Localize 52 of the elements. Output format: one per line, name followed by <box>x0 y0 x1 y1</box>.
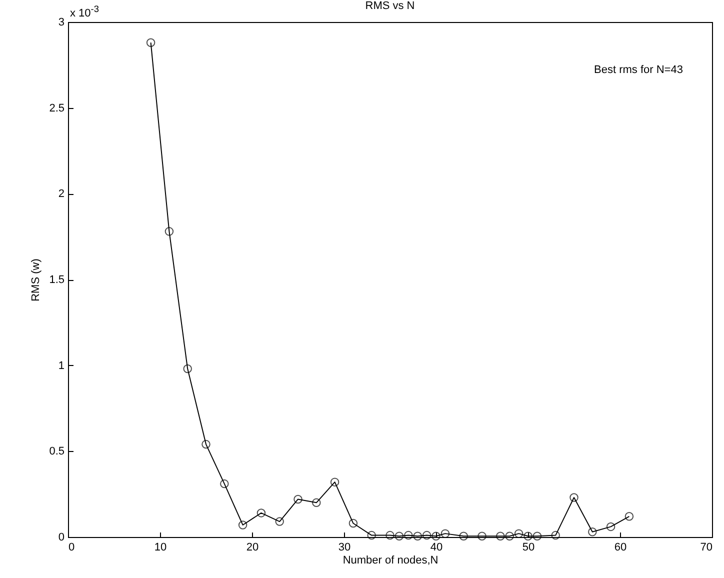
y-tick-label: 3 <box>58 16 64 28</box>
point <box>432 532 440 541</box>
point <box>570 493 578 502</box>
point <box>532 532 542 541</box>
point <box>275 517 284 526</box>
y-tick-label: 2 <box>58 188 64 200</box>
y-tick-label: 1.5 <box>49 274 64 286</box>
point <box>183 364 192 374</box>
point <box>404 530 413 540</box>
point <box>496 532 505 541</box>
point <box>588 527 597 536</box>
point <box>459 532 468 541</box>
point <box>524 532 532 541</box>
point <box>606 522 616 532</box>
y-axis-title: RMS (w) <box>30 258 42 302</box>
point <box>330 478 340 486</box>
x-tick-label: 60 <box>614 542 627 554</box>
point <box>348 518 358 528</box>
point <box>238 520 248 530</box>
x-axis-title: Number of nodes,N <box>342 554 438 566</box>
x-tick-label: 10 <box>154 542 167 554</box>
y-tick-label: 0 <box>58 532 64 544</box>
x-tick-label: 20 <box>246 542 259 554</box>
annotation: Best rms for N=43 <box>594 64 683 76</box>
chart-title: RMS vs N <box>365 0 415 12</box>
point <box>202 440 210 449</box>
point <box>386 530 394 540</box>
x-tick-label: 40 <box>430 542 443 554</box>
text: x 10$^{-3}$ <box>70 4 99 20</box>
point <box>505 532 514 541</box>
point <box>220 479 229 488</box>
point <box>146 38 156 47</box>
point <box>256 508 266 518</box>
point <box>394 532 404 541</box>
y-tick-label: 1 <box>58 360 64 372</box>
point <box>294 494 302 504</box>
point <box>312 498 321 508</box>
x-tick-label: 30 <box>338 542 351 554</box>
point <box>624 512 634 521</box>
point <box>422 530 432 540</box>
point <box>478 532 486 541</box>
x-tick-label: 0 <box>68 542 75 554</box>
x-tick-label: 50 <box>522 542 535 554</box>
x-tick-label: 70 <box>700 542 712 554</box>
point <box>367 530 376 540</box>
y-tick-label: 0.5 <box>49 446 64 458</box>
point <box>551 530 560 540</box>
point <box>164 227 174 236</box>
y-tick-label: 2.5 <box>49 102 64 114</box>
point <box>514 529 524 538</box>
point <box>413 532 422 541</box>
point <box>440 529 450 538</box>
